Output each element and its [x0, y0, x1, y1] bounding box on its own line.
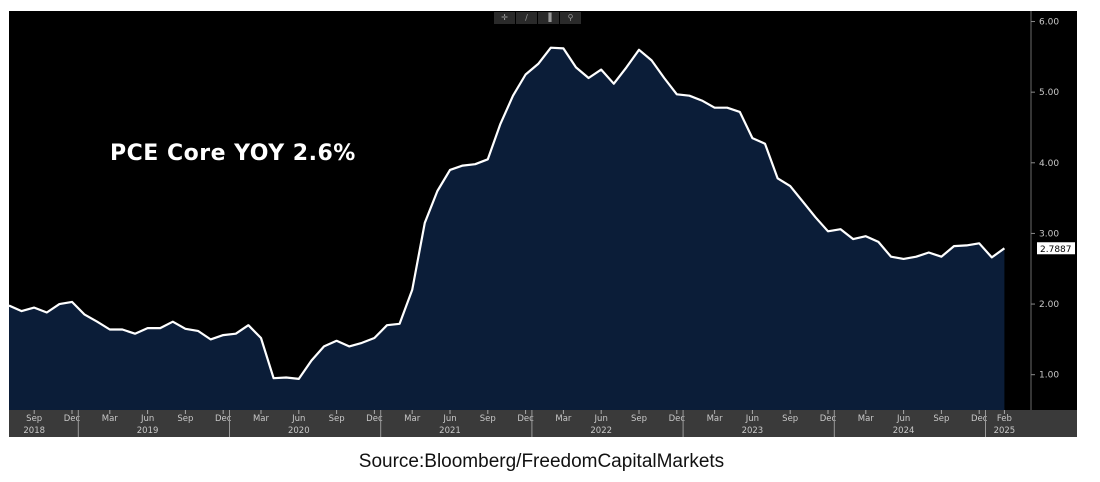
y-tick-label: 6.00 — [1039, 18, 1059, 28]
x-tick-label: Sep — [631, 414, 647, 424]
x-tick-label: Mar — [555, 414, 572, 424]
x-tick-label: Feb — [997, 414, 1012, 424]
x-year-label: 2024 — [893, 426, 915, 436]
x-tick-label: Jun — [896, 414, 910, 424]
x-tick-label: Dec — [366, 414, 383, 424]
x-tick-label: Sep — [177, 414, 193, 424]
x-tick-label: Mar — [707, 414, 724, 424]
x-tick-label: Dec — [820, 414, 837, 424]
zoom-icon[interactable]: ⚲ — [560, 12, 581, 24]
x-year-label: 2021 — [439, 426, 461, 436]
x-year-label: 2025 — [994, 426, 1016, 436]
y-tick-label: 4.00 — [1039, 159, 1059, 169]
x-tick-label: Sep — [480, 414, 496, 424]
x-tick-label: Mar — [102, 414, 119, 424]
y-tick-label: 2.00 — [1039, 300, 1059, 310]
x-tick-label: Jun — [745, 414, 759, 424]
x-tick-label: Dec — [669, 414, 686, 424]
x-tick-label: Jun — [291, 414, 305, 424]
draw-icon[interactable]: ∕ — [516, 12, 537, 24]
x-tick-label: Jun — [442, 414, 456, 424]
x-year-label: 2020 — [288, 426, 310, 436]
x-axis-bar — [9, 410, 1077, 437]
x-tick-label: Sep — [933, 414, 949, 424]
chart-toolbar: ✛ ∕ ▐ ⚲ — [494, 12, 581, 24]
source-caption: Source:Bloomberg/FreedomCapitalMarkets — [358, 451, 725, 472]
x-tick-label: Jun — [594, 414, 608, 424]
x-tick-label: Jun — [140, 414, 154, 424]
chart-title: PCE Core YOY 2.6% — [110, 141, 356, 166]
y-tick-label: 3.00 — [1039, 229, 1059, 239]
y-tick-label: 5.00 — [1039, 88, 1059, 98]
x-year-label: 2019 — [137, 426, 159, 436]
chart-plot: 1.00 2.00 3.00 4.00 5.00 6.00 2.7887 Sep Dec Mar J… — [9, 11, 1077, 437]
move-icon[interactable]: ✛ — [494, 12, 515, 24]
x-tick-label: Sep — [782, 414, 798, 424]
chart-panel: 1.00 2.00 3.00 4.00 5.00 6.00 2.7887 Sep Dec Mar J… — [9, 11, 1077, 437]
y-tick-label: 1.00 — [1039, 371, 1059, 381]
x-tick-label: Mar — [404, 414, 421, 424]
x-year-label: 2023 — [742, 426, 764, 436]
bar-chart-icon[interactable]: ▐ — [538, 12, 559, 24]
x-tick-label: Mar — [253, 414, 270, 424]
x-tick-label: Dec — [517, 414, 534, 424]
x-year-label: 2022 — [590, 426, 612, 436]
x-year-label: 2018 — [23, 426, 45, 436]
x-tick-label: Sep — [26, 414, 42, 424]
x-tick-label: Dec — [64, 414, 81, 424]
x-tick-label: Mar — [858, 414, 875, 424]
last-value-label: 2.7887 — [1040, 245, 1072, 255]
last-value-box — [1037, 242, 1075, 255]
x-tick-label: Sep — [329, 414, 345, 424]
series-area — [9, 47, 1005, 410]
x-tick-label: Dec — [215, 414, 232, 424]
series-line — [9, 46, 1006, 380]
x-tick-label: Dec — [971, 414, 988, 424]
